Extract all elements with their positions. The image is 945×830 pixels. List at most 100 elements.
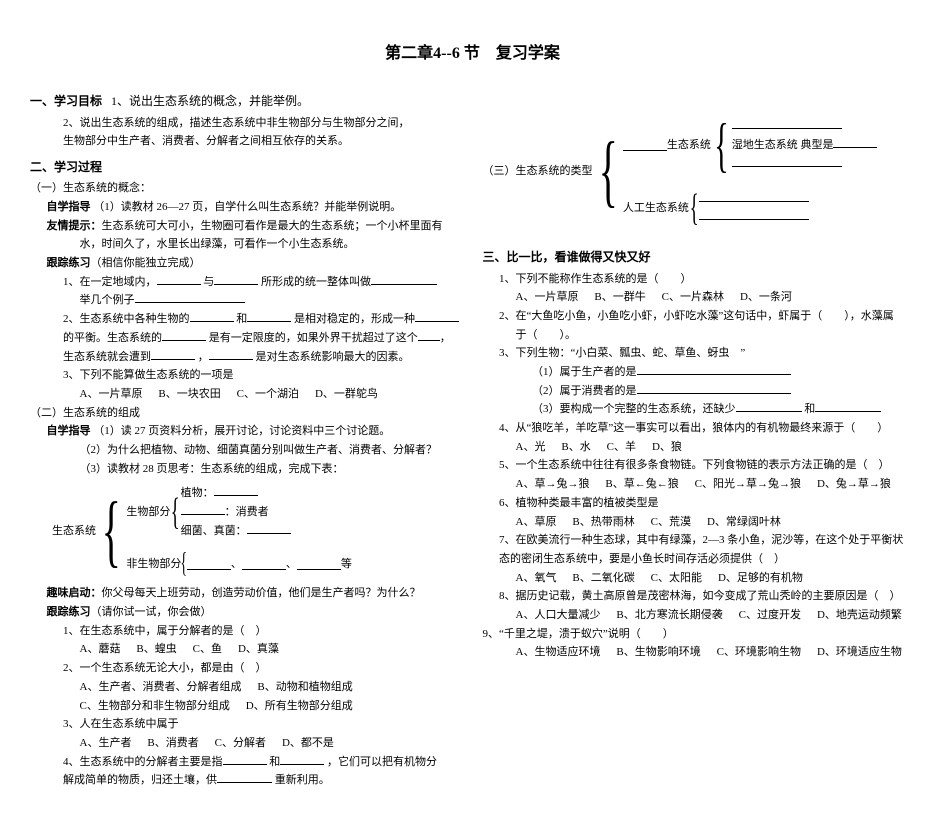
g2-3a[interactable]: A、生产者 [80, 734, 132, 753]
blank[interactable] [371, 273, 437, 285]
blank[interactable] [415, 310, 459, 322]
blank[interactable] [815, 400, 881, 412]
r4c[interactable]: C、羊 [607, 438, 636, 457]
r1b[interactable]: B、一群牛 [594, 288, 645, 307]
blank[interactable] [732, 155, 842, 167]
r4a[interactable]: A、光 [516, 438, 546, 457]
tree-bio: 生物部分 [126, 503, 170, 522]
r8a[interactable]: A、人口大量减少 [516, 606, 601, 625]
r9d[interactable]: D、环境适应生物 [817, 643, 902, 662]
r7d[interactable]: D、足够的有机物 [718, 569, 803, 588]
r4: 4、从“狼吃羊，羊吃草”这一事实可以看出，狼体内的有机物最终来源于（ ） [499, 419, 915, 438]
blank[interactable] [418, 329, 440, 341]
p1-gz: 跟踪练习（相信你能独立完成） [47, 254, 463, 273]
g2-1d[interactable]: D、真藻 [238, 640, 279, 659]
q1-1c: 所形成的统一整体叫做 [261, 276, 371, 288]
r1a[interactable]: A、一片草原 [516, 288, 579, 307]
g2-1b[interactable]: B、蝗虫 [136, 640, 176, 659]
blank[interactable] [280, 753, 324, 765]
blank[interactable] [157, 273, 201, 285]
r7c[interactable]: C、太阳能 [651, 569, 702, 588]
g2-2c[interactable]: C、生物部分和非生物部分组成 [80, 697, 230, 716]
r7b[interactable]: B、二氧化碳 [572, 569, 634, 588]
r3-3: （3）要构成一个完整的生态系统，还缺少 和 [532, 400, 915, 419]
blank[interactable] [699, 208, 809, 220]
r6d[interactable]: D、常绿阔叶林 [707, 513, 781, 532]
blank[interactable] [732, 117, 842, 129]
q1-1b: 与 [203, 276, 214, 288]
g2-4a: 4、生态系统中的分解者主要是指 [63, 756, 223, 768]
r8c[interactable]: C、过度开发 [739, 606, 801, 625]
q1-3c[interactable]: C、一个湖泊 [237, 385, 299, 404]
tree-bac: 细菌、真菌： [181, 525, 247, 537]
r9b[interactable]: B、生物影响环境 [616, 643, 700, 662]
r8d[interactable]: D、地壳运动频繁 [817, 606, 902, 625]
r4d[interactable]: D、狼 [652, 438, 682, 457]
r7a[interactable]: A、氧气 [516, 569, 557, 588]
blank[interactable] [833, 136, 877, 148]
g2-3c[interactable]: C、分解者 [215, 734, 266, 753]
sec1-item1: 1、说出生态系统的概念，并能举例。 [111, 94, 309, 108]
g2-3b[interactable]: B、消费者 [147, 734, 198, 753]
r5b[interactable]: B、草←兔←狼 [605, 475, 678, 494]
q1-3a[interactable]: A、一片草原 [80, 385, 143, 404]
g2-2b[interactable]: B、动物和植物组成 [257, 678, 352, 697]
blank[interactable] [135, 291, 245, 303]
blank[interactable] [297, 558, 341, 570]
blank[interactable] [162, 329, 206, 341]
blank[interactable] [151, 348, 195, 360]
blank[interactable] [181, 503, 225, 515]
r8b[interactable]: B、北方寒流长期侵袭 [616, 606, 722, 625]
r9: 9、“千里之堤，溃于蚁穴”说明（ ） [483, 625, 916, 644]
q1-2d: 的平衡。生态系统的 [63, 332, 162, 344]
section-2-heading: 二、学习过程 [30, 157, 463, 177]
r8-options: A、人口大量减少 B、北方寒流长期侵袭 C、过度开发 D、地壳运动频繁 [516, 606, 916, 625]
g2-2d[interactable]: D、所有生物部分组成 [246, 697, 353, 716]
blank[interactable] [223, 753, 267, 765]
r5c[interactable]: C、阳光→草→兔→狼 [695, 475, 801, 494]
blank[interactable] [247, 522, 291, 534]
blank[interactable] [187, 558, 231, 570]
blank[interactable] [623, 139, 667, 151]
r5d[interactable]: D、兔→草→狼 [817, 475, 891, 494]
r6a[interactable]: A、草原 [516, 513, 557, 532]
r1c[interactable]: C、一片森林 [662, 288, 724, 307]
brace-icon: { [181, 550, 188, 578]
sec1-item2b: 生物部分中生产者、消费者、分解者之间相互依存的关系。 [63, 132, 463, 151]
r9c[interactable]: C、环境影响生物 [717, 643, 801, 662]
tree-consumer: ：消费者 [225, 506, 269, 518]
q1-2-l2: 的平衡。生态系统的 是有一定限度的，如果外界干扰超过了这个， [63, 329, 463, 348]
r3-1-label: （1）属于生产者的是 [532, 366, 637, 378]
blank[interactable] [190, 310, 234, 322]
blank[interactable] [637, 382, 791, 394]
blank[interactable] [242, 558, 286, 570]
g2-1c[interactable]: C、鱼 [193, 640, 222, 659]
gz2: 跟踪练习（请你试一试，你会做） [47, 603, 463, 622]
r5a[interactable]: A、草→兔→狼 [516, 475, 590, 494]
g2-2a[interactable]: A、生产者、消费者、分解者组成 [80, 678, 242, 697]
q1-3b[interactable]: B、一块农田 [158, 385, 220, 404]
blank[interactable] [247, 310, 291, 322]
brace-icon: { [714, 115, 728, 175]
blank[interactable] [736, 400, 802, 412]
q1-3d[interactable]: D、一群鸵鸟 [315, 385, 378, 404]
r4b[interactable]: B、水 [561, 438, 590, 457]
r5-options: A、草→兔→狼 B、草←兔←狼 C、阳光→草→兔→狼 D、兔→草→狼 [516, 475, 916, 494]
g2-1a[interactable]: A、蘑菇 [80, 640, 121, 659]
blank[interactable] [217, 771, 272, 783]
r6c[interactable]: C、荒漠 [651, 513, 691, 532]
blank[interactable] [214, 484, 258, 496]
r6b[interactable]: B、热带雨林 [572, 513, 634, 532]
r1d[interactable]: D、一条河 [740, 288, 792, 307]
r9a[interactable]: A、生物适应环境 [516, 643, 601, 662]
blank[interactable] [699, 190, 809, 202]
q1-2-l3: 生态系统就会遭到 ， 是对生态系统影响最大的因素。 [63, 348, 463, 367]
blank[interactable] [637, 363, 791, 375]
blank[interactable] [214, 273, 258, 285]
blank[interactable] [209, 348, 253, 360]
p1-yqts-line1: 友情提示：生态系统可大可小，生物圈可看作是最大的生态系统；一个小杯里面有 [47, 217, 463, 236]
q1-3-options: A、一片草原 B、一块农田 C、一个湖泊 D、一群鸵鸟 [80, 385, 463, 404]
g2-3d[interactable]: D、都不是 [282, 734, 334, 753]
r1-options: A、一片草原 B、一群牛 C、一片森林 D、一条河 [516, 288, 916, 307]
g2-4c: ，它们可以把有机物分 [327, 756, 437, 768]
